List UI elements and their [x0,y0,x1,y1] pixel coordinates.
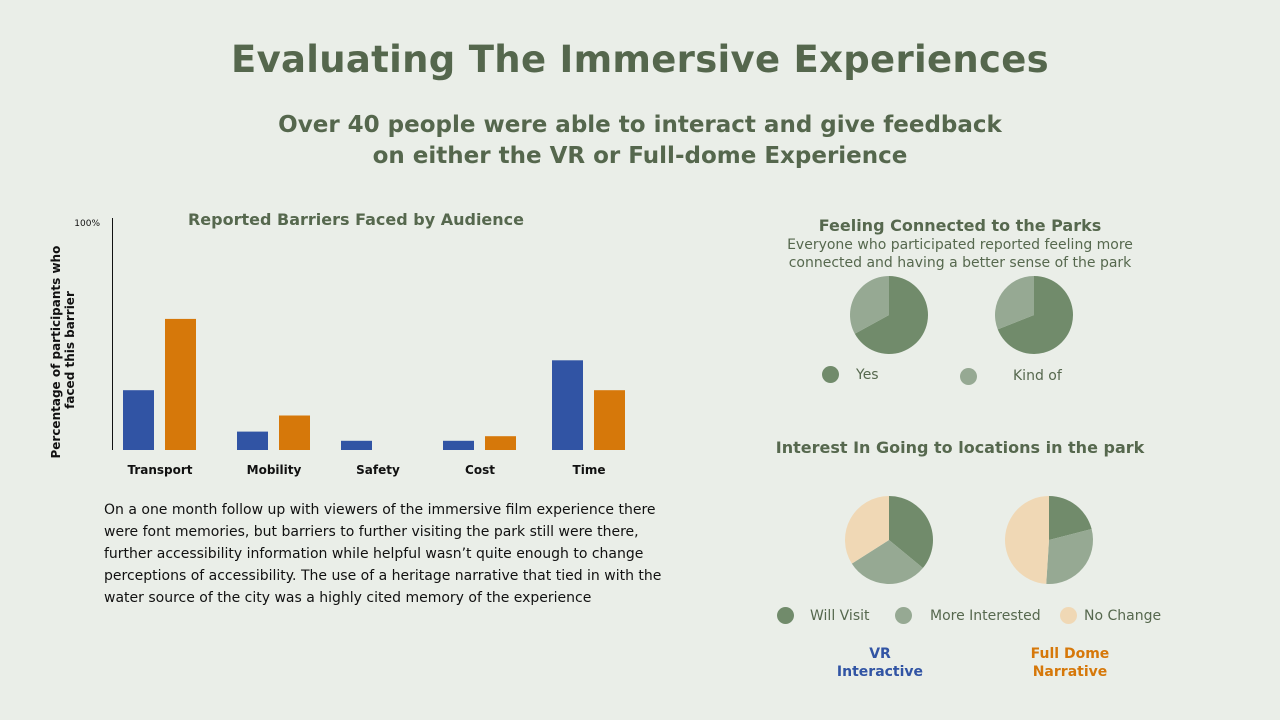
bar-mobility-series-1 [237,431,268,450]
interest-pie-charts [845,496,1093,584]
bar-time-series-2 [594,390,625,450]
legend-yes-dot [822,366,839,383]
legend-will-visit: Will Visit [777,607,870,624]
bar-mobility-series-2 [279,415,310,450]
bar-chart-title: Reported Barriers Faced by Audience [188,210,524,229]
vr-caption: VR Interactive [836,646,924,680]
interest-pie-1-slice-no-change [845,496,889,564]
interest-pie-2-slice-no-change [1005,496,1049,584]
legend-more-interested-dot [895,607,912,624]
bar-cost-series-1 [443,440,474,450]
bar-transport-series-2 [165,318,196,450]
bar-cost-series-2 [485,436,516,450]
connected-pie-2-slice-yes [997,276,1073,354]
x-tick-safety: Safety [356,463,400,477]
legend-more-interested-label: More Interested [930,607,1041,624]
dome-caption: Full Dome Narrative [1030,646,1110,680]
connected-pie-2-slice-kind-of [995,276,1034,330]
interest-pie-2-slice-more-interested [1046,529,1093,584]
summary-paragraph: On a one month follow up with viewers of… [104,502,662,606]
y-tick-top: 100% [74,219,100,229]
legend-kindof-dot [960,368,977,385]
interest-pie-2-slice-will-visit [1049,496,1092,540]
x-tick-time: Time [573,463,606,477]
x-tick-cost: Cost [465,463,495,477]
page-subtitle: Over 40 people were able to interact and… [278,112,1002,169]
interest-chart-title: Interest In Going to locations in the pa… [775,438,1145,457]
x-tick-mobility: Mobility [247,463,302,477]
x-tick-transport: Transport [127,463,192,477]
connected-pie-1-slice-yes [854,276,928,354]
legend-no-change-dot [1060,607,1077,624]
y-axis-label: Percentage of participants who faced thi… [49,241,77,458]
connected-chart-note: Everyone who participated reported feeli… [787,237,1133,271]
page-title: Evaluating The Immersive Experiences [231,38,1049,81]
legend-will-visit-dot [777,607,794,624]
bar-series-group [123,318,625,450]
bar-safety-series-1 [341,440,372,450]
legend-kindof-label: Kind of [1013,367,1062,384]
barriers-bar-chart: Reported Barriers Faced by Audience 100%… [49,210,625,477]
legend-will-visit-label: Will Visit [810,607,870,624]
legend-yes: Yes [822,366,879,383]
legend-no-change-label: No Change [1084,607,1162,624]
connected-pie-1-slice-kind-of [850,276,889,334]
bar-time-series-1 [552,360,583,450]
bar-transport-series-1 [123,390,154,450]
connected-chart-title: Feeling Connected to the Parks [818,216,1102,235]
interest-pie-1-slice-will-visit [889,496,933,569]
legend-more-interested: More Interested [895,607,1041,624]
connected-pie-charts [850,276,1073,354]
x-tick-labels: Transport Mobility Safety Cost Time [127,463,605,477]
legend-kindof: Kind of [960,368,1062,385]
interest-pie-1-slice-more-interested [851,540,923,584]
legend-yes-label: Yes [856,366,879,383]
legend-no-change: No Change [1060,607,1161,624]
